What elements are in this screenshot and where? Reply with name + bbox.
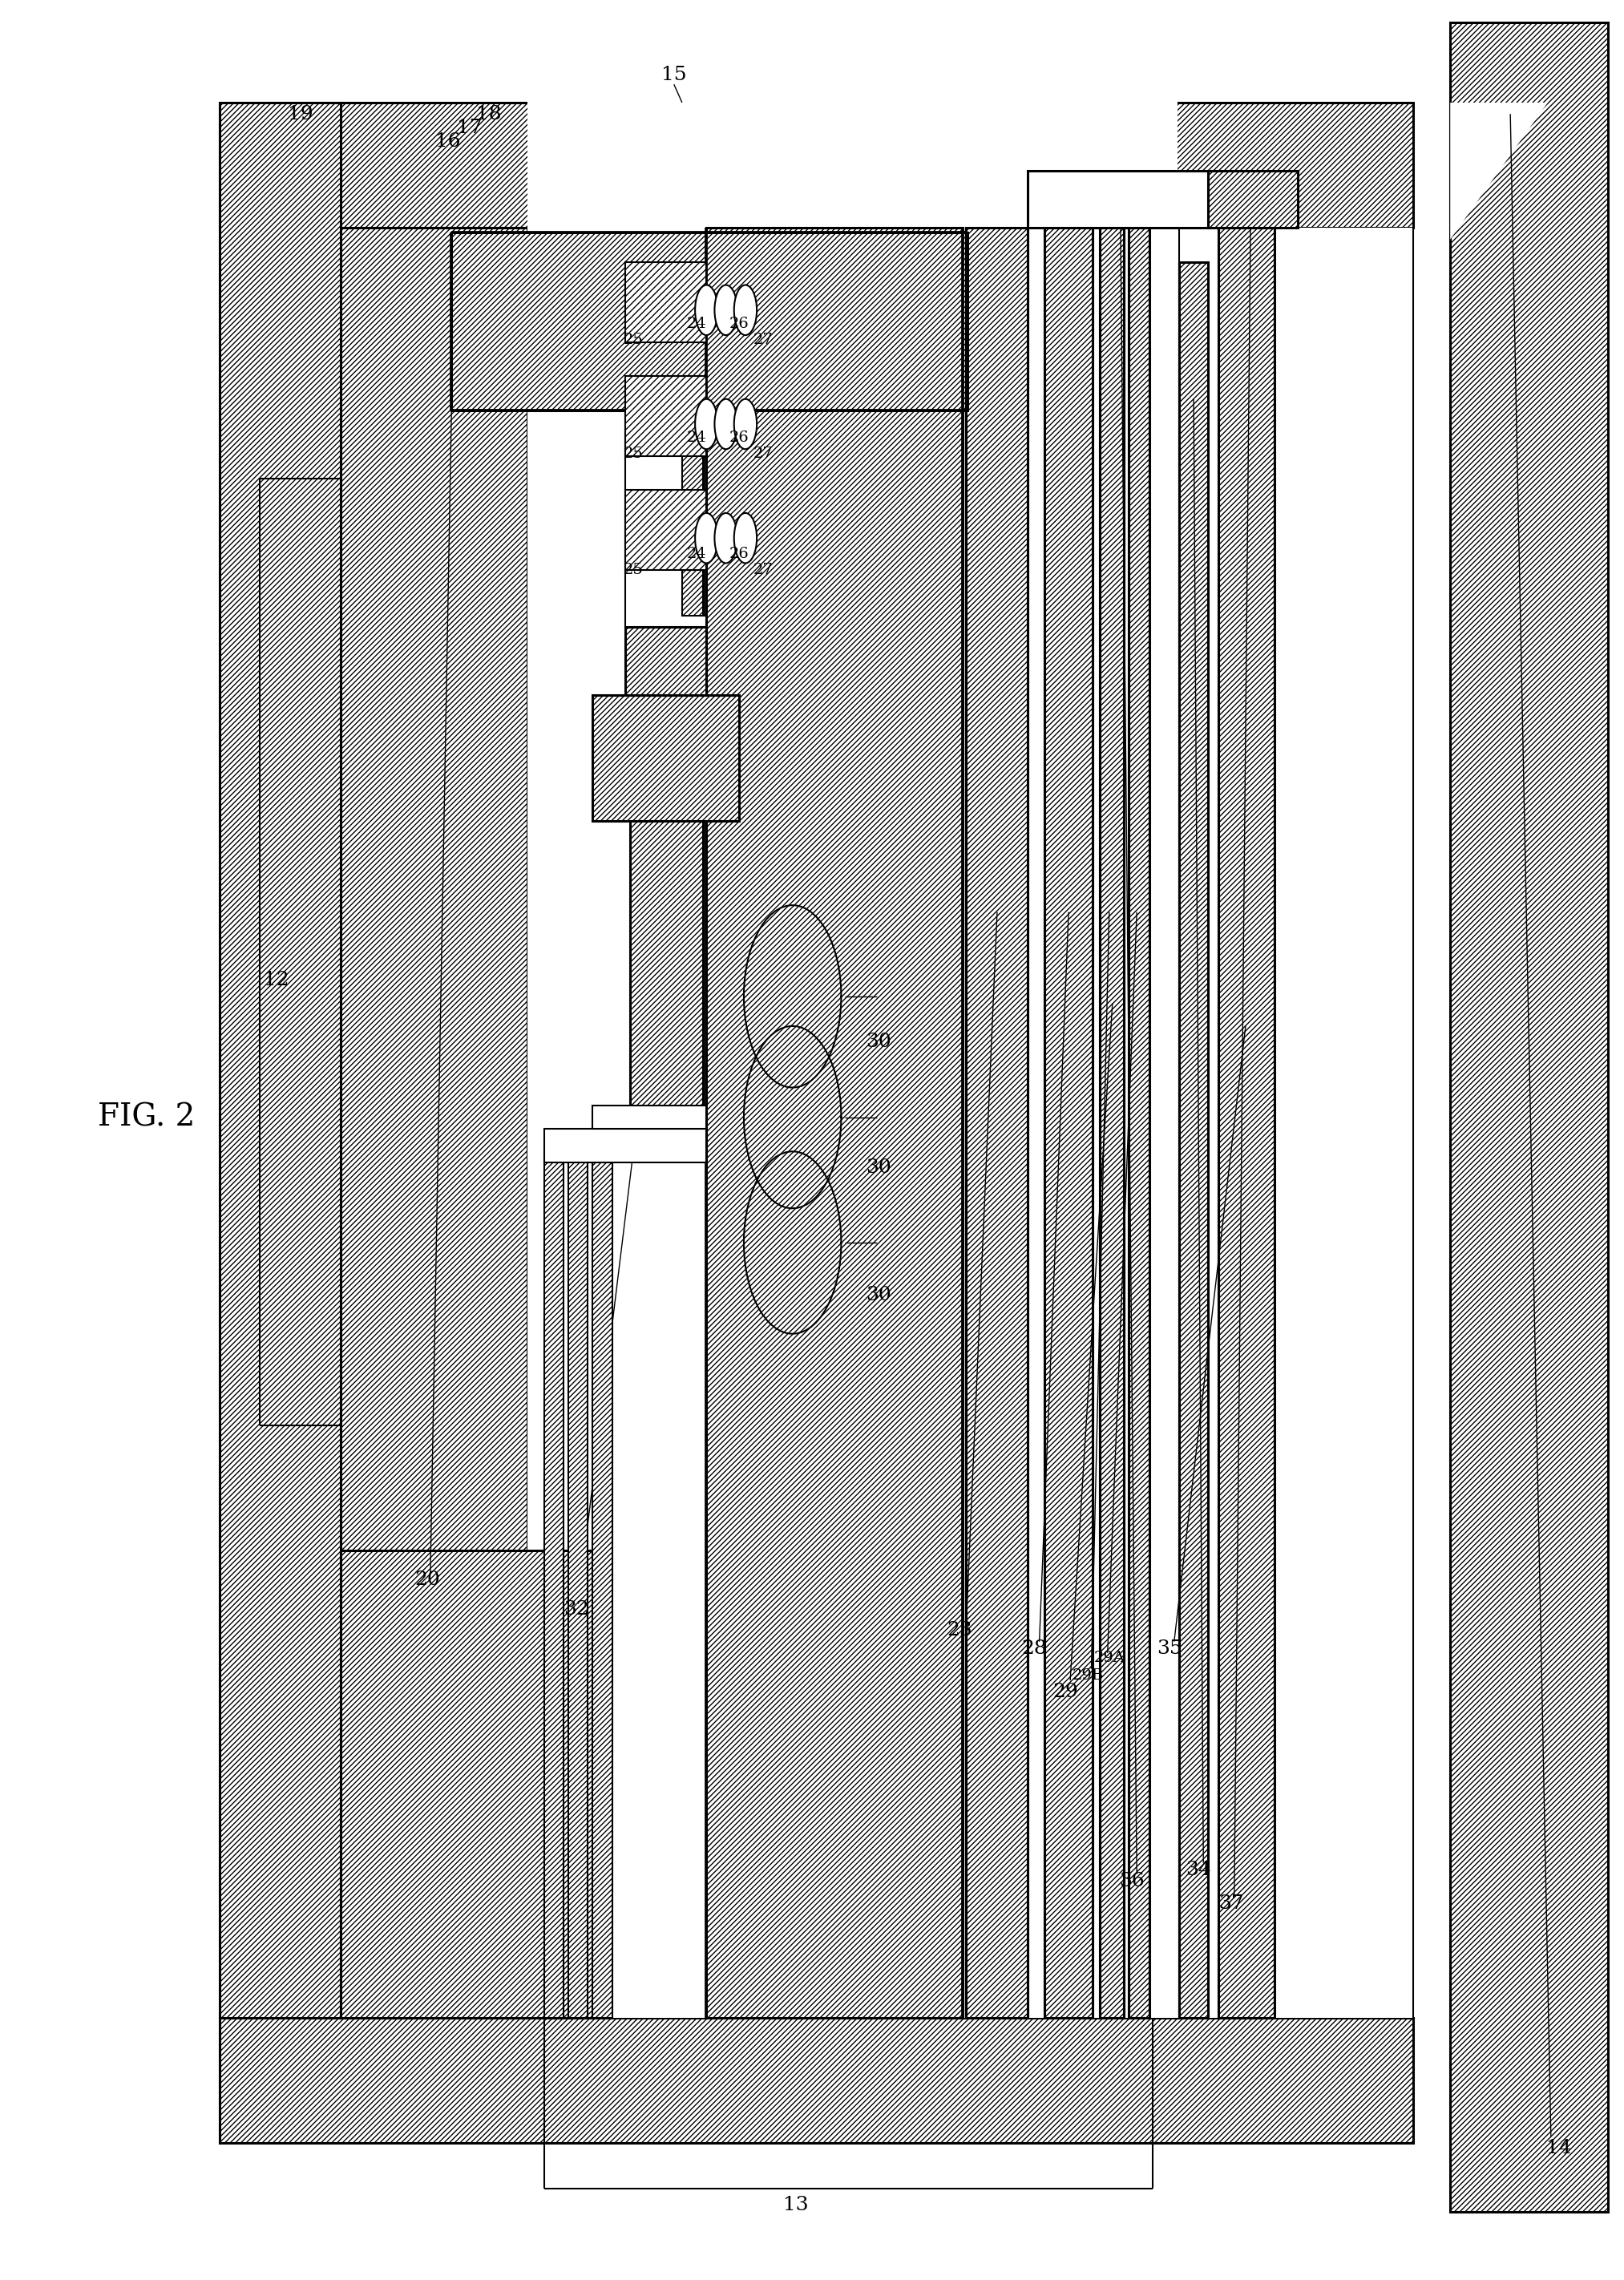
Text: 32: 32: [564, 1601, 590, 1619]
Bar: [1208, 171, 1298, 228]
Bar: [1275, 228, 1413, 2018]
Bar: [706, 228, 963, 2018]
Polygon shape: [625, 410, 706, 627]
Text: 34: 34: [1186, 1860, 1212, 1879]
Bar: [593, 1106, 706, 1129]
Bar: [1044, 228, 1093, 2018]
Text: 25: 25: [624, 333, 643, 347]
Bar: [625, 627, 706, 695]
Ellipse shape: [695, 513, 718, 563]
Bar: [528, 91, 1177, 1550]
Text: 18: 18: [476, 105, 502, 123]
Text: 27: 27: [754, 563, 773, 577]
Bar: [966, 228, 1028, 2018]
Ellipse shape: [734, 399, 757, 449]
Bar: [219, 103, 1413, 228]
Bar: [341, 1550, 609, 2018]
Bar: [1099, 228, 1124, 2018]
Bar: [568, 1151, 588, 2018]
Bar: [593, 695, 739, 821]
Bar: [625, 262, 706, 342]
Text: 35: 35: [1156, 1639, 1182, 1658]
Text: 15: 15: [661, 66, 687, 84]
Ellipse shape: [695, 399, 718, 449]
Bar: [544, 1151, 564, 2018]
Bar: [1129, 228, 1150, 2018]
Bar: [1218, 228, 1275, 2018]
Ellipse shape: [695, 285, 718, 335]
Text: 30: 30: [866, 1286, 892, 1304]
Ellipse shape: [715, 285, 737, 335]
Text: 12: 12: [263, 971, 289, 990]
Bar: [219, 103, 341, 2143]
Text: 36: 36: [1119, 1872, 1145, 1890]
Text: 23: 23: [947, 1621, 973, 1639]
Text: 30: 30: [866, 1033, 892, 1051]
Ellipse shape: [734, 513, 757, 563]
Ellipse shape: [734, 285, 757, 335]
Text: 24: 24: [687, 317, 706, 331]
Bar: [625, 490, 706, 570]
Bar: [1179, 262, 1208, 2018]
Text: FIG. 2: FIG. 2: [97, 1101, 195, 1133]
Text: 27: 27: [754, 447, 773, 461]
Text: 29: 29: [1052, 1683, 1078, 1701]
Text: 14: 14: [1546, 2139, 1572, 2157]
Text: 13: 13: [783, 2196, 809, 2214]
Text: 25: 25: [624, 563, 643, 577]
Text: 29B: 29B: [1072, 1669, 1104, 1683]
Text: 29A: 29A: [1093, 1651, 1125, 1664]
Text: 26: 26: [729, 317, 749, 331]
Bar: [341, 228, 528, 2018]
Bar: [451, 233, 968, 410]
Polygon shape: [1450, 103, 1548, 239]
Ellipse shape: [715, 399, 737, 449]
Text: 26: 26: [729, 431, 749, 445]
Text: 30: 30: [866, 1158, 892, 1176]
Bar: [1028, 171, 1212, 228]
Text: 24: 24: [687, 547, 706, 561]
Bar: [544, 1129, 706, 1163]
Text: 17: 17: [456, 119, 482, 137]
Text: 20: 20: [414, 1571, 440, 1589]
Ellipse shape: [715, 513, 737, 563]
Text: 16: 16: [435, 132, 461, 150]
Text: 28: 28: [1021, 1639, 1047, 1658]
Bar: [341, 228, 1413, 2018]
Bar: [1450, 23, 1608, 2212]
Text: 26: 26: [729, 547, 749, 561]
Bar: [593, 1151, 612, 2018]
Text: 19: 19: [287, 105, 313, 123]
Text: 25: 25: [624, 447, 643, 461]
Bar: [219, 2018, 1413, 2143]
Text: 27: 27: [754, 333, 773, 347]
Bar: [1150, 228, 1179, 2018]
Bar: [630, 410, 703, 1151]
Bar: [625, 376, 706, 456]
Text: 24: 24: [687, 431, 706, 445]
Text: 37: 37: [1218, 1895, 1244, 1913]
